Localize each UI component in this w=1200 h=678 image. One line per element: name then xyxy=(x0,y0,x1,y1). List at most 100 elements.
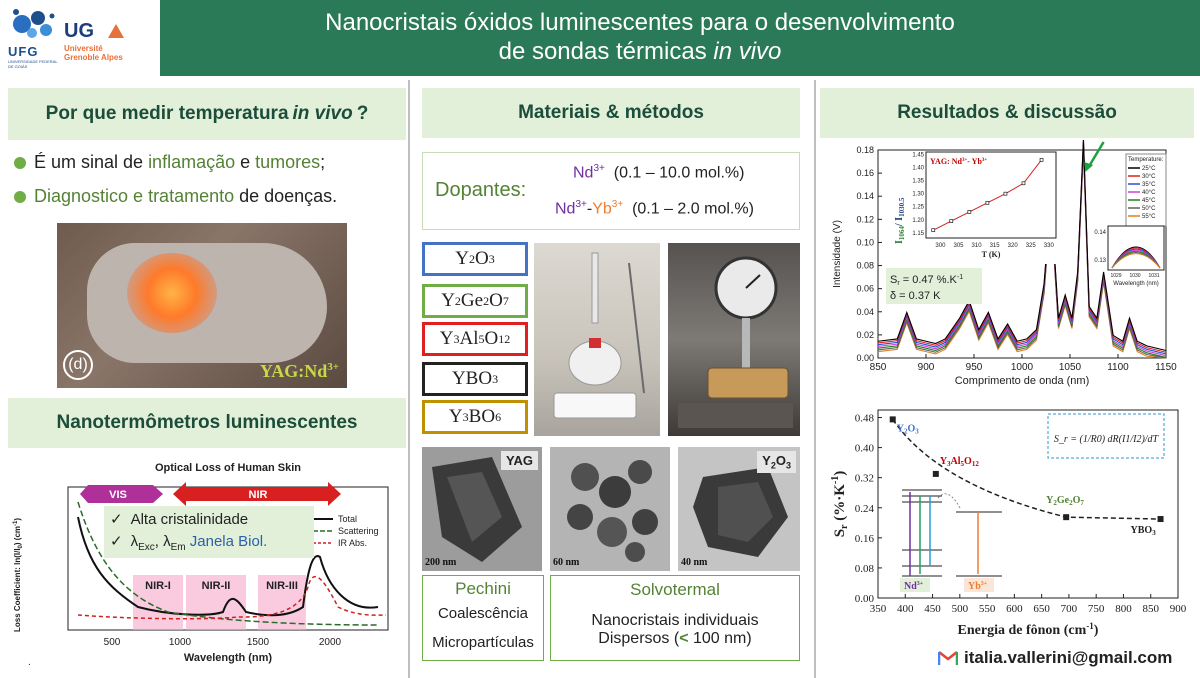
column-divider-right xyxy=(814,80,816,678)
inset-data-point xyxy=(931,228,936,233)
autoclave-photo xyxy=(668,243,800,436)
skin-footnote: . xyxy=(28,657,31,667)
sr-point-label: YBO3 xyxy=(1131,525,1157,537)
properties-checklist: ✓ Alta cristalinidade ✓ λExc, λEm Janela B… xyxy=(104,506,314,558)
inset-ytick-label: 1.40 xyxy=(912,166,924,172)
spectrum-ytick-label: 0.18 xyxy=(856,145,874,155)
sr-xtick-label: 700 xyxy=(1061,603,1078,615)
inset-xtick-label: 300 xyxy=(935,243,946,249)
inset-zoom-xtick: 1029 xyxy=(1110,273,1121,279)
inset-data-point xyxy=(1021,181,1026,186)
inset-data-point xyxy=(949,219,954,223)
inset-xlabel: T (K) xyxy=(982,250,1001,259)
inset-zoom-xlabel: Wavelength (nm) xyxy=(1113,281,1158,287)
emission-spectrum-chart: 850 900 950 1000 1050 1100 1150 0.00 0.02 0.04 0.0… xyxy=(832,140,1177,387)
spectrum-legend-label: 25°C xyxy=(1142,166,1156,172)
material-3: YBO 3 xyxy=(422,362,528,396)
tem-label-yag: YAG xyxy=(501,451,538,470)
sr-ytick-label: 0.08 xyxy=(855,563,875,575)
sr-xtick-label: 450 xyxy=(924,603,941,615)
inset-data-point xyxy=(1039,157,1044,162)
results-section-title: Resultados & discussão xyxy=(820,88,1194,138)
spectrum-legend-label: 40°C xyxy=(1142,190,1156,196)
inset-data-point xyxy=(967,210,972,214)
inset-data-point xyxy=(985,200,990,205)
inset-zoom-series xyxy=(1111,253,1161,269)
skin-chart-title: Optical Loss of Human Skin xyxy=(155,462,301,474)
skin-ylabel: Loss Coefficient: ln(I/I0) (cm-1) xyxy=(13,518,24,632)
sr-formula-box xyxy=(1047,413,1165,459)
sr-xtick-label: 750 xyxy=(1088,603,1105,615)
ir-abs-line xyxy=(77,575,387,620)
inset-zoom-xtick: 1030 xyxy=(1129,273,1140,279)
spectrum-legend-title: Temperature: xyxy=(1128,157,1164,163)
inset-xtick-label: 330 xyxy=(1044,243,1055,249)
inset-xtick-label: 315 xyxy=(990,243,1001,249)
solvothermal-individual: Nanocristais individuais xyxy=(591,612,759,629)
solvothermal-dispersed: Dispersos (< 100 nm) xyxy=(598,630,752,647)
inset-zoom-ytick: 0.14 xyxy=(1094,230,1106,236)
spectrum-legend-label: 30°C xyxy=(1142,174,1156,180)
sr-data-point xyxy=(932,470,939,477)
spectrum-series-line xyxy=(877,140,1167,352)
panel-label: (d) xyxy=(63,350,93,380)
nd-label-box xyxy=(900,578,930,592)
sr-ytick-label: 0.16 xyxy=(855,533,875,545)
vis-arrow-icon xyxy=(80,485,163,503)
skin-xtick-2000: 2000 xyxy=(319,637,342,648)
inset-ytick-label: 1.30 xyxy=(912,192,924,198)
solvothermal-method-box: Solvotermal Nanocristais individuais Dis… xyxy=(550,575,800,661)
inset-data-point xyxy=(1003,191,1008,196)
inset-ytick-label: 1.20 xyxy=(912,218,924,224)
lab-glassware-photo xyxy=(534,243,660,436)
inset-title: YAG: Nd3+- Yb3+ xyxy=(930,157,987,166)
luminescence-glow xyxy=(127,253,217,333)
sr-formula: S_r = (1/R0) dR(I1/I2)/dT xyxy=(1054,434,1160,445)
spectrum-ytick-label: 0.14 xyxy=(856,191,874,201)
header-banner: UFG UNIVERSIDADE FEDERAL DE GOIÁS UG Uni… xyxy=(0,0,1200,76)
spectrum-legend-label: 35°C xyxy=(1142,182,1156,188)
nir-i-window xyxy=(133,575,183,630)
sr-ytick-label: 0.00 xyxy=(855,593,875,605)
inset-ytick-label: 1.15 xyxy=(912,231,924,237)
nanothermometers-section-title: Nanotermômetros luminescentes xyxy=(8,398,406,448)
nd-ion-label: Nd3+ xyxy=(904,581,924,592)
tem-label-y2o3: Y2O3 xyxy=(757,451,796,473)
spectrum-ytick-label: 0.16 xyxy=(856,168,874,178)
sr-xtick-label: 800 xyxy=(1115,603,1132,615)
sr-ytick-label: 0.48 xyxy=(855,413,875,425)
spectrum-ytick-label: 0.00 xyxy=(856,353,874,363)
nir-arrow-icon xyxy=(173,482,341,506)
inset-xtick-label: 310 xyxy=(972,243,983,249)
sr-data-point xyxy=(1157,516,1164,523)
sr-point-label: Y2O3 xyxy=(897,423,920,435)
sr-xtick-label: 650 xyxy=(1033,603,1050,615)
pechini-coalescence: Coalescência xyxy=(437,605,529,622)
spectrum-xtick-label: 850 xyxy=(870,362,887,373)
bullet-inflammation: É um sinal de inflamação e tumores; xyxy=(14,152,325,173)
nir-iii-label: NIR-III xyxy=(266,580,298,592)
sr-xtick-label: 350 xyxy=(870,603,887,615)
skin-legend: Total Scattering IR Abs. xyxy=(313,514,379,548)
spectrum-xlabel: Comprimento de onda (nm) xyxy=(955,375,1090,387)
inset-zoom-ytick: 0.13 xyxy=(1094,258,1106,264)
nir-label: NIR xyxy=(249,489,268,501)
spectrum-ylabel: Intensidade (V) xyxy=(832,220,843,288)
tem-scale-nanoparticles: 60 nm xyxy=(553,557,580,568)
inset-calibration-area xyxy=(925,151,1057,239)
uga-logo-text: UG xyxy=(64,20,94,42)
nir-ii-label: NIR-II xyxy=(202,580,231,592)
skin-xtick-500: 500 xyxy=(104,637,121,648)
arrow-1064-head-icon xyxy=(1084,162,1094,172)
arrow-1064-icon xyxy=(1088,141,1105,167)
yb-label-box xyxy=(964,578,994,592)
sr-point-label: Y2Ge2O7 xyxy=(1046,495,1084,507)
dopant-nd: Nd3+ (0.1 – 10.0 mol.%) xyxy=(573,163,745,182)
spectrum-ytick-label: 0.08 xyxy=(856,261,874,271)
vis-label: VIS xyxy=(109,489,127,501)
material-1: Y 2 Ge 2 O 7 xyxy=(422,284,528,318)
spectrum-xtick-label: 1000 xyxy=(1011,362,1034,373)
inset-ylabel: I1064/ I1030.5 xyxy=(894,197,906,244)
uncertainty-value: δ = 0.37 K xyxy=(890,290,941,302)
contact-email[interactable]: italia.vallerini@gmail.com xyxy=(938,648,1172,668)
